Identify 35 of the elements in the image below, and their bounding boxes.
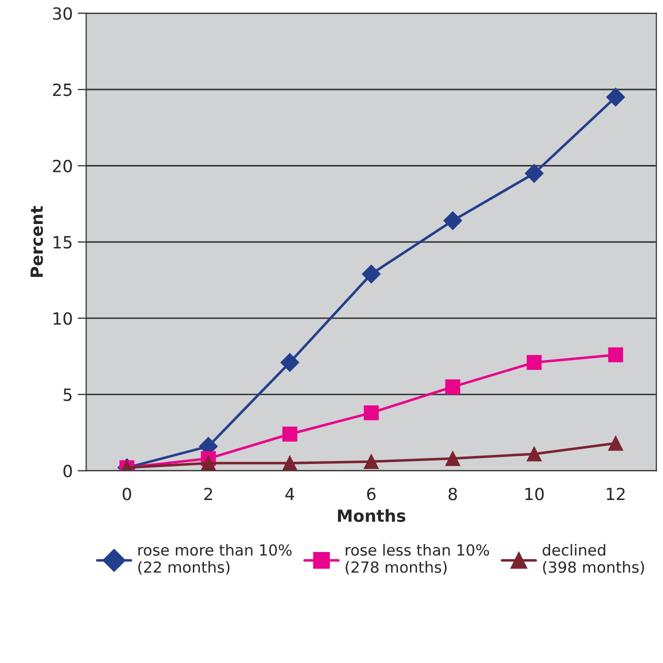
point [608, 436, 624, 451]
x-tick-label: 4 [285, 488, 294, 500]
point [526, 355, 542, 370]
point [280, 353, 300, 372]
x-tick-label: 8 [448, 488, 457, 500]
point [526, 446, 542, 462]
y-axis-title: Percent [30, 206, 44, 277]
x-tick-label: 10 [525, 488, 544, 500]
point [364, 454, 379, 470]
y-tick-label: 25 [53, 83, 72, 96]
point [608, 347, 624, 362]
legend-label: rose more than 10% (22 months) [138, 544, 292, 575]
x-axis-title: Months [338, 509, 406, 522]
x-tick-label: 2 [204, 488, 212, 500]
point [524, 164, 544, 183]
y-tick-label: 0 [63, 464, 72, 478]
point [443, 211, 462, 230]
y-tick-label: 10 [54, 312, 72, 325]
point [282, 456, 298, 471]
y-tick-label: 20 [53, 160, 72, 172]
legend-label: rose less than 10% (278 months) [346, 544, 490, 575]
y-tick-label: 15 [54, 236, 72, 249]
point [445, 451, 460, 466]
x-tick-label: 6 [367, 488, 376, 500]
point [282, 426, 298, 442]
point [606, 88, 625, 106]
y-tick-label: 30 [53, 7, 72, 20]
legend-label: declined (398 months) [542, 544, 644, 575]
y-tick-label: 5 [64, 388, 72, 402]
x-tick-label: 0 [122, 488, 132, 500]
point [362, 264, 381, 284]
point [445, 379, 460, 394]
x-tick-label: 12 [606, 488, 625, 500]
point [364, 405, 379, 420]
point [200, 456, 216, 471]
